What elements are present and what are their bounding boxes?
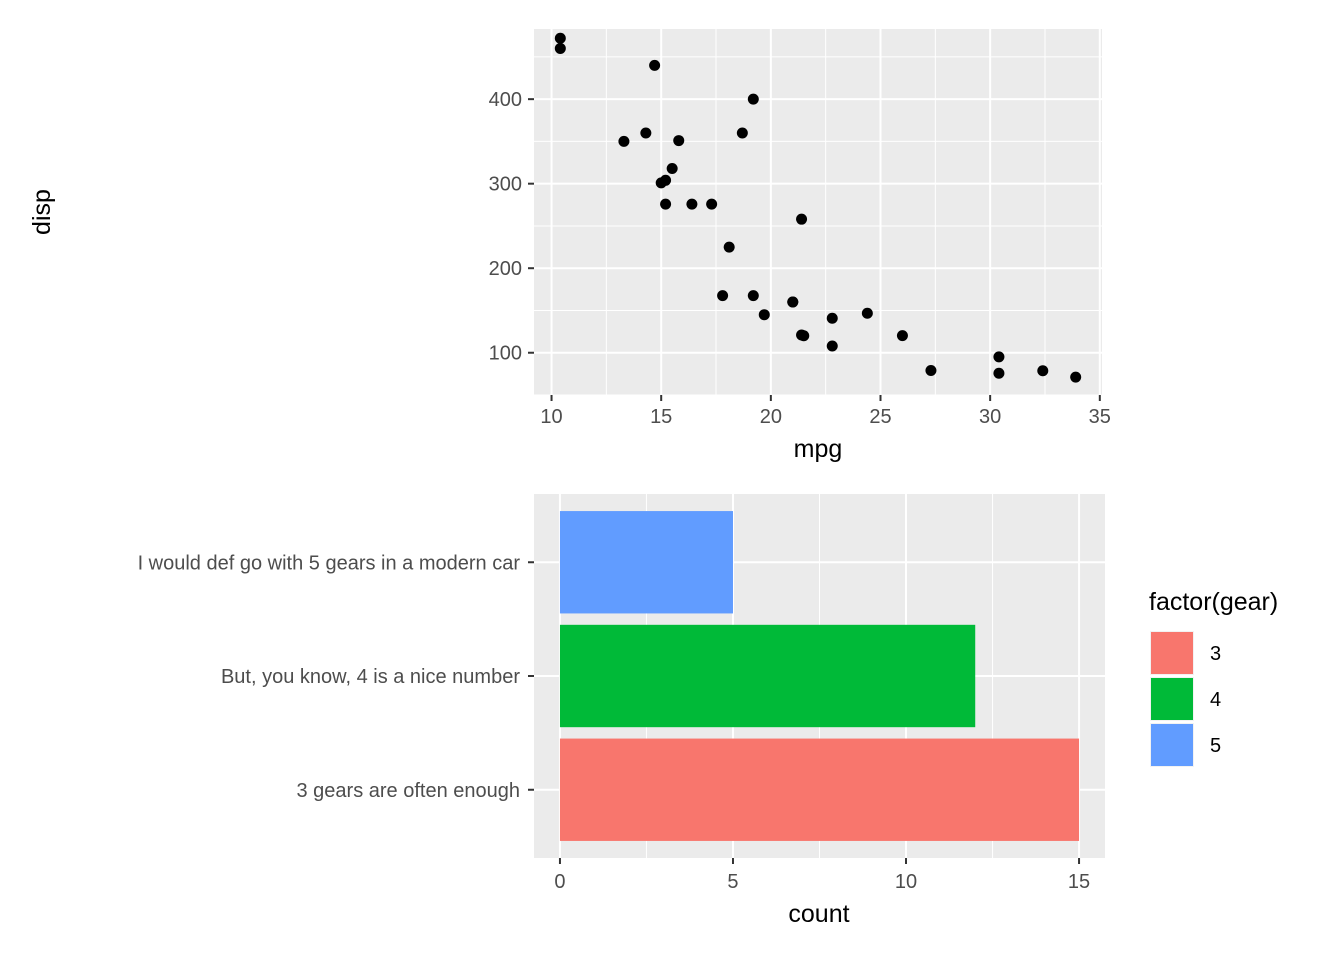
bar-category-label: 3 gears are often enough bbox=[296, 780, 520, 802]
bar-category-label: I would def go with 5 gears in a modern … bbox=[138, 552, 521, 574]
scatter-point bbox=[1037, 365, 1049, 377]
legend-swatch bbox=[1151, 678, 1193, 720]
scatter-points bbox=[554, 32, 1082, 383]
scatter-point bbox=[640, 127, 652, 139]
scatter-point bbox=[706, 198, 718, 210]
bar-x-axis-title: count bbox=[788, 900, 849, 928]
scatter-y-tick-label: 200 bbox=[489, 258, 522, 280]
scatter-point bbox=[666, 162, 678, 174]
scatter-point bbox=[747, 93, 759, 105]
scatter-point bbox=[649, 59, 661, 71]
bar-x-tick-label: 10 bbox=[895, 871, 917, 893]
scatter-point bbox=[618, 135, 630, 147]
scatter-x-tick-label: 30 bbox=[979, 406, 1001, 428]
scatter-point bbox=[826, 312, 838, 324]
scatter-point bbox=[673, 135, 685, 147]
scatter-point bbox=[758, 309, 770, 321]
bar-axes: 0 5 10 15 3 gears are often enough But, you k… bbox=[138, 552, 1091, 893]
legend-label: 5 bbox=[1210, 735, 1221, 757]
scatter-point bbox=[554, 42, 566, 54]
scatter-point bbox=[655, 177, 667, 189]
scatter-point bbox=[787, 296, 799, 308]
legend-label: 4 bbox=[1210, 689, 1221, 711]
scatter-point bbox=[796, 213, 808, 225]
scatter-axes: 10 15 20 25 30 35 100 200 300 400 bbox=[489, 89, 1111, 428]
scatter-x-tick-label: 10 bbox=[540, 406, 562, 428]
scatter-point bbox=[723, 241, 735, 253]
scatter-x-tick-label: 20 bbox=[760, 406, 782, 428]
scatter-panel-background bbox=[534, 29, 1102, 395]
scatter-x-tick-label: 35 bbox=[1089, 406, 1111, 428]
scatter-x-axis-title: mpg bbox=[794, 435, 843, 463]
bar bbox=[559, 511, 733, 614]
bar-bars bbox=[559, 511, 1080, 841]
scatter-point bbox=[1070, 371, 1082, 383]
scatter-x-tick-label: 25 bbox=[869, 406, 891, 428]
legend-entries: 3 4 5 bbox=[1150, 631, 1221, 767]
scatter-point bbox=[554, 32, 566, 44]
bar bbox=[559, 738, 1080, 841]
scatter-x-tick-label: 15 bbox=[650, 406, 672, 428]
scatter-point bbox=[896, 330, 908, 342]
scatter-point bbox=[861, 307, 873, 319]
legend: factor(gear) 3 4 5 bbox=[1149, 588, 1278, 767]
bar-category-label: But, you know, 4 is a nice number bbox=[221, 666, 520, 688]
scatter-point bbox=[736, 127, 748, 139]
scatter-point bbox=[660, 198, 672, 210]
legend-swatch bbox=[1151, 724, 1193, 766]
legend-swatch bbox=[1151, 632, 1193, 674]
bar-chart: 0 5 10 15 3 gears are often enough But, you k… bbox=[138, 494, 1105, 928]
bar-x-tick-label: 15 bbox=[1068, 871, 1090, 893]
scatter-gridlines bbox=[534, 29, 1102, 396]
scatter-point bbox=[686, 198, 698, 210]
scatter-y-axis-title: disp bbox=[28, 189, 56, 235]
bar bbox=[559, 624, 976, 728]
scatter-point bbox=[796, 329, 808, 341]
legend-title: factor(gear) bbox=[1149, 588, 1278, 616]
scatter-point bbox=[826, 340, 838, 352]
scatter-y-tick-label: 400 bbox=[489, 89, 522, 111]
scatter-point bbox=[993, 351, 1005, 363]
bar-x-tick-label: 5 bbox=[727, 871, 738, 893]
scatter-point bbox=[717, 290, 729, 302]
scatter-chart: 10 15 20 25 30 35 100 200 300 400 mpg disp bbox=[28, 29, 1111, 463]
scatter-point bbox=[993, 367, 1005, 379]
scatter-point bbox=[925, 364, 937, 376]
scatter-y-tick-label: 300 bbox=[489, 174, 522, 196]
scatter-y-tick-label: 100 bbox=[489, 343, 522, 365]
scatter-point bbox=[747, 290, 759, 302]
legend-label: 3 bbox=[1210, 643, 1221, 665]
bar-x-tick-label: 0 bbox=[554, 871, 565, 893]
